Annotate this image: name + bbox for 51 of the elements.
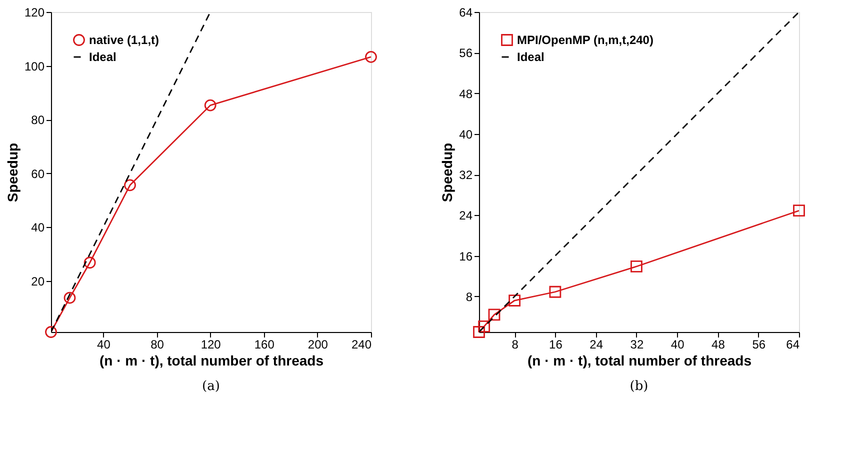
point (508, 294, 520, 306)
y-tick-label: 8 (466, 290, 473, 304)
point (793, 204, 805, 217)
y-tick-label: 40 (459, 127, 473, 142)
y-axis-title: Speedup (4, 142, 20, 202)
y-tick-label: 80 (31, 113, 45, 128)
y-tick-label: 60 (31, 166, 45, 181)
point (365, 50, 377, 63)
x-tick-label: 48 (712, 338, 726, 352)
legend-label: Ideal (517, 50, 544, 64)
point (204, 99, 216, 112)
x-tick-label: 120 (200, 338, 222, 352)
point (488, 308, 500, 321)
point (45, 326, 57, 338)
x-tick-label: 200 (308, 338, 328, 352)
point (64, 292, 76, 304)
y-tick-label: 16 (459, 249, 473, 264)
x-tick-label: 240 (351, 338, 372, 352)
y-tick-label: 100 (24, 59, 45, 74)
y-tick-label: 48 (459, 86, 473, 101)
y-tick-label: 32 (459, 168, 473, 182)
legend-label: native (1,1,t) (89, 33, 160, 47)
x-tick-label: 56 (752, 338, 766, 352)
x-tick-label: 40 (670, 338, 685, 352)
x-axis-title: (n · m · t), total number of threads (100, 352, 324, 368)
y-tick-label: 20 (31, 274, 45, 288)
x-tick-label: 64 (786, 338, 800, 352)
text: (a) (202, 379, 220, 394)
legend-label: MPI/OpenMP (n,m,t,240) (517, 33, 654, 47)
point (84, 256, 96, 269)
x-tick-label: 160 (254, 338, 275, 352)
x-tick-label: 32 (630, 338, 644, 352)
point (478, 320, 490, 332)
x-tick-label: 40 (97, 338, 111, 352)
x-axis-title: (n · m · t), total number of threads (528, 352, 752, 368)
x-tick-label: 8 (512, 338, 519, 352)
y-tick-label: 24 (459, 208, 473, 223)
point (473, 326, 485, 338)
y-tick-label: 64 (459, 6, 473, 20)
x-tick-label: 16 (549, 338, 563, 352)
point (630, 260, 642, 272)
text: (b) (630, 379, 648, 394)
point (549, 286, 562, 298)
y-tick-label: 40 (31, 220, 45, 235)
x-tick-label: 24 (590, 338, 604, 352)
y-axis-title: Speedup (439, 142, 456, 202)
legend-label: Ideal (89, 50, 116, 64)
point (124, 179, 136, 192)
y-tick-label: 120 (24, 6, 45, 20)
y-tick-label: 56 (459, 46, 473, 60)
x-tick-label: 80 (150, 338, 164, 352)
